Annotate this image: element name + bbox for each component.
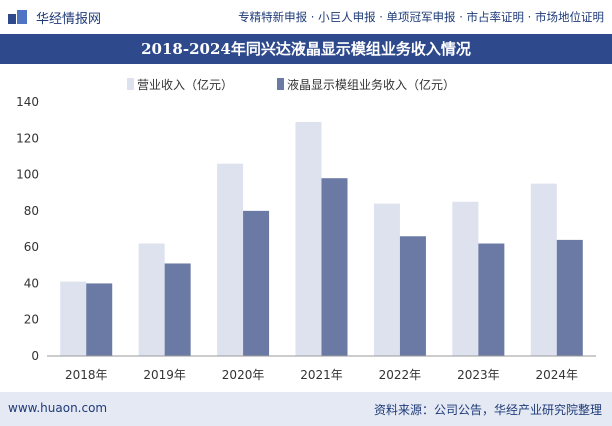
lcd-revenue-bar-2024年 (556, 239, 583, 356)
y-tick-label: 100 (16, 168, 39, 182)
legend-label-revenue: 营业收入（亿元） (137, 77, 233, 92)
logo-icon (8, 10, 27, 24)
x-tick-label: 2020年 (222, 368, 265, 382)
chart-area: 营业收入（亿元） 液晶显示模组业务收入（亿元） 0 20 40 60 80 100 120 1… (16, 77, 596, 382)
data-source: 资料来源：公司公告，华经产业研究院整理 (373, 403, 602, 417)
x-tick-label: 2021年 (300, 368, 343, 382)
y-tick-label: 20 (24, 313, 39, 327)
x-tick-label: 2024年 (536, 368, 579, 382)
y-axis: 0 20 40 60 80 100 120 140 (16, 95, 39, 363)
revenue-bar-2022年 (373, 203, 400, 356)
y-tick-label: 0 (31, 349, 39, 363)
y-tick-label: 140 (16, 95, 39, 109)
lcd-revenue-bar-2023年 (478, 243, 505, 356)
title-bar: 2018-2024年同兴达液晶显示模组业务收入情况 (0, 34, 612, 64)
chart-title: 2018-2024年同兴达液晶显示模组业务收入情况 (141, 40, 471, 58)
revenue-bar-2023年 (452, 201, 479, 356)
top-bar: 华经情报网 专精特新申报 · 小巨人申报 · 单项冠军申报 · 市占率证明 · … (0, 0, 612, 34)
bars (60, 121, 583, 356)
legend-swatch-lcd (277, 78, 284, 90)
y-tick-label: 120 (16, 131, 39, 145)
lcd-revenue-bar-2022年 (399, 236, 426, 356)
y-tick-label: 40 (24, 276, 39, 290)
legend: 营业收入（亿元） 液晶显示模组业务收入（亿元） (127, 77, 455, 92)
x-axis: 2018年 2019年 2020年 2021年 2022年 2023年 2024年 (65, 368, 578, 382)
lcd-revenue-bar-2020年 (243, 210, 270, 356)
lcd-revenue-bar-2018年 (86, 283, 113, 356)
lcd-revenue-bar-2021年 (321, 178, 348, 356)
revenue-bar-2020年 (217, 163, 244, 356)
revenue-bar-2018年 (60, 281, 87, 356)
brand-name[interactable]: 华经情报网 (36, 12, 102, 27)
revenue-bar-2024年 (530, 183, 557, 356)
revenue-bar-2021年 (295, 121, 322, 356)
footer: www.huaon.com 资料来源：公司公告，华经产业研究院整理 (0, 392, 612, 426)
legend-swatch-revenue (127, 78, 134, 90)
x-tick-label: 2023年 (457, 368, 500, 382)
lcd-revenue-bar-2019年 (164, 263, 191, 356)
x-tick-label: 2019年 (143, 368, 186, 382)
y-tick-label: 60 (24, 240, 39, 254)
site-url[interactable]: www.huaon.com (8, 401, 108, 415)
y-tick-label: 80 (24, 204, 39, 218)
services-list: 专精特新申报 · 小巨人申报 · 单项冠军申报 · 市占率证明 · 市场地位证明 (238, 10, 604, 24)
legend-label-lcd: 液晶显示模组业务收入（亿元） (287, 77, 455, 92)
x-tick-label: 2022年 (379, 368, 422, 382)
revenue-bar-2019年 (138, 243, 165, 356)
x-tick-label: 2018年 (65, 368, 108, 382)
